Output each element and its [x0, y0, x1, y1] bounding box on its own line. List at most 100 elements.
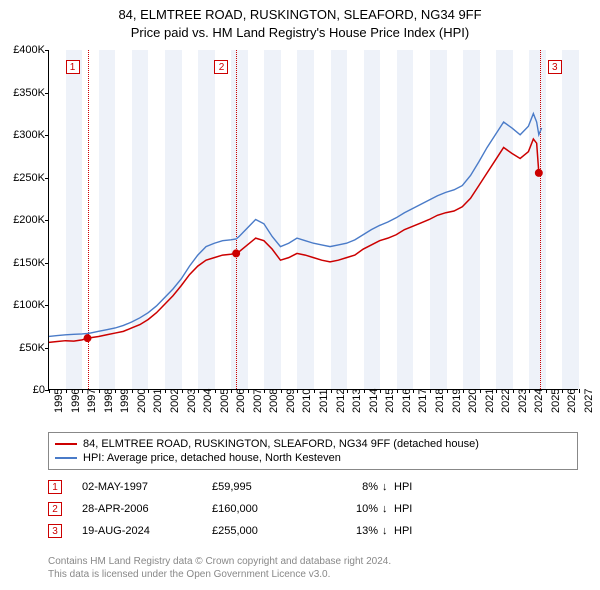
x-tick-mark [66, 389, 67, 393]
x-tick-label: 2008 [268, 389, 280, 413]
down-arrow-icon: ↓ [382, 525, 394, 537]
event-table-row: 319-AUG-2024£255,00013%↓HPI [48, 520, 578, 542]
plot-svg [49, 50, 578, 389]
x-tick-mark [413, 389, 414, 393]
event-marker-dot [535, 169, 543, 177]
event-table-box: 2 [48, 502, 62, 516]
x-tick-mark [49, 389, 50, 393]
x-tick-mark [447, 389, 448, 393]
x-tick-mark [165, 389, 166, 393]
x-tick-mark [496, 389, 497, 393]
x-tick-mark [264, 389, 265, 393]
x-tick-label: 2009 [285, 389, 297, 413]
x-tick-label: 2002 [169, 389, 181, 413]
y-tick-label: £350K [1, 87, 45, 99]
x-tick-mark [380, 389, 381, 393]
x-tick-mark [397, 389, 398, 393]
x-tick-label: 2023 [517, 389, 529, 413]
x-tick-label: 2026 [566, 389, 578, 413]
x-tick-mark [562, 389, 563, 393]
x-tick-mark [115, 389, 116, 393]
x-tick-label: 2012 [335, 389, 347, 413]
x-tick-label: 2001 [152, 389, 164, 413]
title-line-2: Price paid vs. HM Land Registry's House … [0, 24, 600, 42]
event-pct: 8% [322, 481, 382, 493]
x-tick-mark [248, 389, 249, 393]
x-tick-label: 2024 [533, 389, 545, 413]
event-price: £255,000 [212, 525, 322, 537]
x-tick-label: 1996 [70, 389, 82, 413]
y-tick-label: £400K [1, 44, 45, 56]
x-tick-mark [215, 389, 216, 393]
legend-swatch [55, 457, 77, 459]
legend-row: HPI: Average price, detached house, Nort… [55, 451, 571, 465]
x-tick-mark [347, 389, 348, 393]
x-tick-label: 2017 [417, 389, 429, 413]
event-hpi-label: HPI [394, 503, 578, 515]
x-tick-mark [297, 389, 298, 393]
x-tick-mark [82, 389, 83, 393]
event-price: £59,995 [212, 481, 322, 493]
x-tick-label: 2011 [318, 389, 330, 413]
down-arrow-icon: ↓ [382, 481, 394, 493]
x-tick-mark [480, 389, 481, 393]
x-tick-label: 2003 [186, 389, 198, 413]
x-tick-mark [182, 389, 183, 393]
x-tick-mark [513, 389, 514, 393]
x-tick-label: 1998 [103, 389, 115, 413]
attribution: Contains HM Land Registry data © Crown c… [48, 555, 578, 581]
x-tick-label: 2021 [484, 389, 496, 413]
x-tick-label: 2013 [351, 389, 363, 413]
x-tick-mark [132, 389, 133, 393]
title-line-1: 84, ELMTREE ROAD, RUSKINGTON, SLEAFORD, … [0, 6, 600, 24]
x-tick-mark [314, 389, 315, 393]
x-tick-mark [529, 389, 530, 393]
x-tick-mark [198, 389, 199, 393]
x-tick-mark [579, 389, 580, 393]
event-hpi-label: HPI [394, 525, 578, 537]
events-table: 102-MAY-1997£59,9958%↓HPI228-APR-2006£16… [48, 476, 578, 542]
x-tick-mark [463, 389, 464, 393]
x-tick-label: 2025 [550, 389, 562, 413]
x-tick-mark [430, 389, 431, 393]
event-marker-dot [84, 334, 92, 342]
event-table-box: 3 [48, 524, 62, 538]
event-date: 19-AUG-2024 [62, 525, 212, 537]
x-tick-label: 2020 [467, 389, 479, 413]
y-tick-label: £300K [1, 129, 45, 141]
x-tick-mark [281, 389, 282, 393]
y-tick-label: £0 [1, 384, 45, 396]
attribution-line-1: Contains HM Land Registry data © Crown c… [48, 555, 578, 568]
legend-label: 84, ELMTREE ROAD, RUSKINGTON, SLEAFORD, … [83, 438, 479, 450]
down-arrow-icon: ↓ [382, 503, 394, 515]
x-tick-mark [148, 389, 149, 393]
event-table-row: 102-MAY-1997£59,9958%↓HPI [48, 476, 578, 498]
x-tick-label: 2004 [202, 389, 214, 413]
event-table-row: 228-APR-2006£160,00010%↓HPI [48, 498, 578, 520]
y-tick-label: £200K [1, 214, 45, 226]
x-tick-label: 2022 [500, 389, 512, 413]
legend-swatch [55, 443, 77, 445]
x-tick-label: 1999 [119, 389, 131, 413]
x-tick-mark [331, 389, 332, 393]
event-table-box: 1 [48, 480, 62, 494]
y-tick-label: £100K [1, 299, 45, 311]
legend-row: 84, ELMTREE ROAD, RUSKINGTON, SLEAFORD, … [55, 437, 571, 451]
chart-container: 84, ELMTREE ROAD, RUSKINGTON, SLEAFORD, … [0, 0, 600, 590]
x-tick-label: 2006 [235, 389, 247, 413]
event-price: £160,000 [212, 503, 322, 515]
x-tick-mark [231, 389, 232, 393]
attribution-line-2: This data is licensed under the Open Gov… [48, 568, 578, 581]
x-tick-label: 2000 [136, 389, 148, 413]
event-pct: 13% [322, 525, 382, 537]
series-line-hpi [49, 114, 542, 337]
chart-plot-area: £0£50K£100K£150K£200K£250K£300K£350K£400… [48, 50, 578, 390]
y-tick-label: £50K [1, 342, 45, 354]
x-tick-mark [546, 389, 547, 393]
x-tick-label: 2010 [301, 389, 313, 413]
y-tick-label: £250K [1, 172, 45, 184]
x-tick-label: 2005 [219, 389, 231, 413]
event-date: 28-APR-2006 [62, 503, 212, 515]
x-tick-label: 2007 [252, 389, 264, 413]
x-tick-label: 2016 [401, 389, 413, 413]
